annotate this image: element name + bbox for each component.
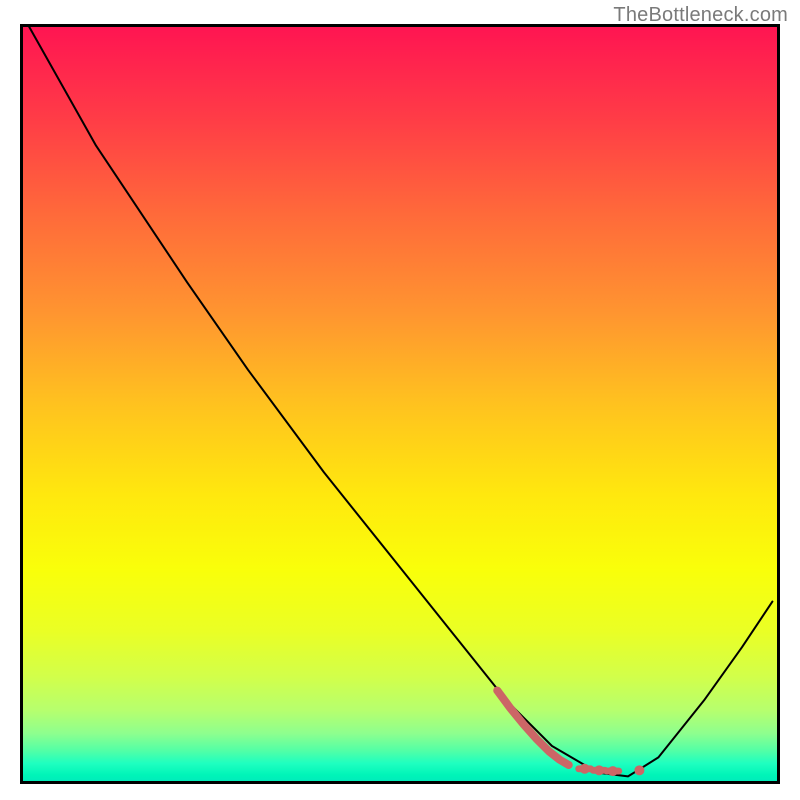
- chart-svg: [20, 24, 780, 784]
- chart-background: [22, 26, 779, 783]
- highlight-marker: [634, 765, 644, 775]
- chart-container: { "watermark": { "text": "TheBottleneck.…: [0, 0, 800, 800]
- watermark-text: TheBottleneck.com: [613, 4, 788, 27]
- plot-area: [20, 24, 780, 784]
